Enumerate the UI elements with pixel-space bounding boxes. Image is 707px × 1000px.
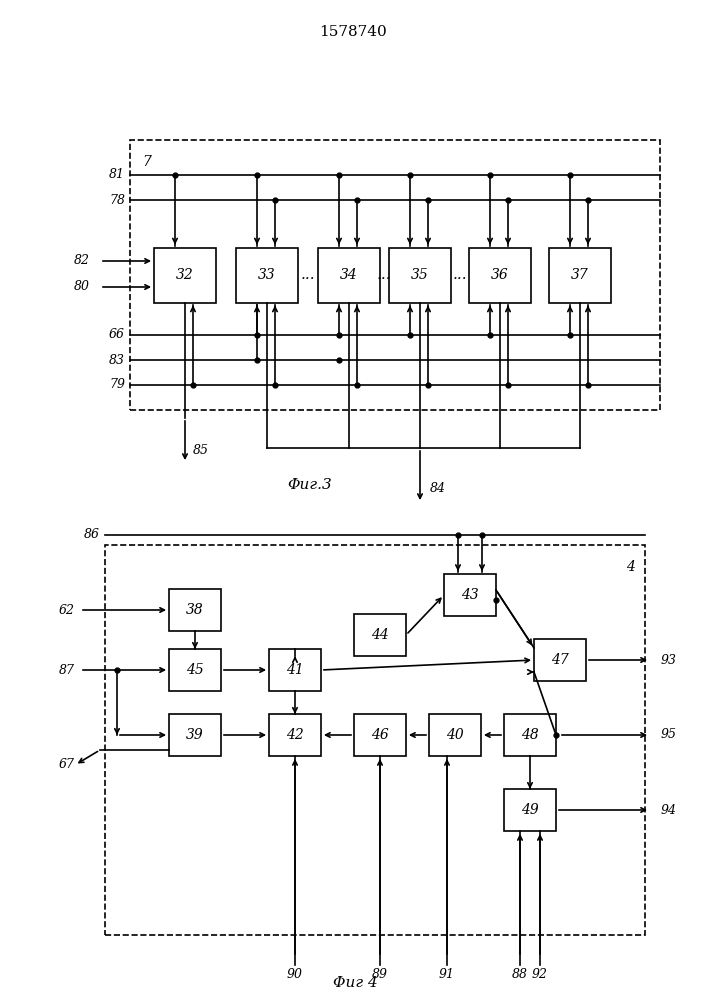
Text: 81: 81 (109, 168, 125, 182)
Text: 67: 67 (59, 758, 75, 772)
Bar (269, 649, 321, 691)
Text: 46: 46 (371, 728, 389, 742)
Text: 87: 87 (59, 664, 75, 676)
Bar (549, 247, 611, 302)
Bar (469, 247, 531, 302)
Text: 36: 36 (491, 268, 509, 282)
Text: 85: 85 (193, 444, 209, 456)
Bar (444, 574, 496, 616)
Text: 95: 95 (661, 728, 677, 742)
Text: 91: 91 (439, 968, 455, 982)
Bar (154, 247, 216, 302)
Text: 62: 62 (59, 603, 75, 616)
Text: 37: 37 (571, 268, 589, 282)
Bar (504, 714, 556, 756)
Bar (354, 614, 406, 656)
Bar (130, 140, 660, 410)
Text: 66: 66 (109, 328, 125, 342)
Bar (389, 247, 451, 302)
Text: 90: 90 (287, 968, 303, 982)
Text: 94: 94 (661, 804, 677, 816)
Text: ...: ... (452, 268, 467, 282)
Text: 7: 7 (142, 155, 151, 169)
Text: 47: 47 (551, 653, 569, 667)
Bar (534, 639, 586, 681)
Text: 82: 82 (74, 254, 90, 267)
Bar (354, 714, 406, 756)
Text: 84: 84 (430, 482, 446, 494)
Text: 49: 49 (521, 803, 539, 817)
Text: 41: 41 (286, 663, 304, 677)
Bar (169, 714, 221, 756)
Bar (105, 545, 645, 935)
Bar (318, 247, 380, 302)
Bar (169, 589, 221, 631)
Text: 38: 38 (186, 603, 204, 617)
Text: 43: 43 (461, 588, 479, 602)
Text: ...: ... (377, 268, 391, 282)
Text: 79: 79 (109, 378, 125, 391)
Text: 44: 44 (371, 628, 389, 642)
Text: 42: 42 (286, 728, 304, 742)
Bar (429, 714, 481, 756)
Text: 33: 33 (258, 268, 276, 282)
Text: 4: 4 (626, 560, 635, 574)
Bar (504, 789, 556, 831)
Text: 40: 40 (446, 728, 464, 742)
Text: 48: 48 (521, 728, 539, 742)
Text: 35: 35 (411, 268, 429, 282)
Bar (169, 649, 221, 691)
Text: 78: 78 (109, 194, 125, 207)
Text: 86: 86 (84, 528, 100, 542)
Bar (236, 247, 298, 302)
Text: 45: 45 (186, 663, 204, 677)
Text: 93: 93 (661, 654, 677, 666)
Text: 80: 80 (74, 280, 90, 294)
Text: Φиг.3: Φиг.3 (288, 478, 332, 492)
Text: 32: 32 (176, 268, 194, 282)
Text: 89: 89 (372, 968, 388, 982)
Text: 39: 39 (186, 728, 204, 742)
Text: Φиг 4: Φиг 4 (332, 976, 378, 990)
Text: 1578740: 1578740 (319, 25, 387, 39)
Text: 83: 83 (109, 354, 125, 366)
Bar (269, 714, 321, 756)
Text: 92: 92 (532, 968, 548, 982)
Text: 34: 34 (340, 268, 358, 282)
Text: 88: 88 (512, 968, 528, 982)
Text: ...: ... (300, 268, 315, 282)
